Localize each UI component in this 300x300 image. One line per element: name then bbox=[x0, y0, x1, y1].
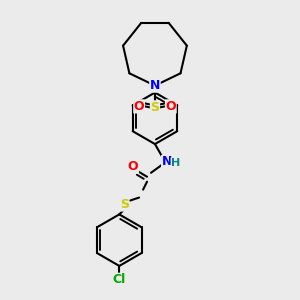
Text: O: O bbox=[166, 100, 176, 113]
Text: N: N bbox=[162, 155, 172, 168]
Text: O: O bbox=[128, 160, 139, 173]
Text: S: S bbox=[120, 198, 129, 211]
Text: Cl: Cl bbox=[113, 273, 126, 286]
Text: H: H bbox=[171, 158, 180, 168]
Text: O: O bbox=[134, 100, 144, 113]
Text: S: S bbox=[151, 101, 160, 114]
Text: N: N bbox=[150, 79, 160, 92]
